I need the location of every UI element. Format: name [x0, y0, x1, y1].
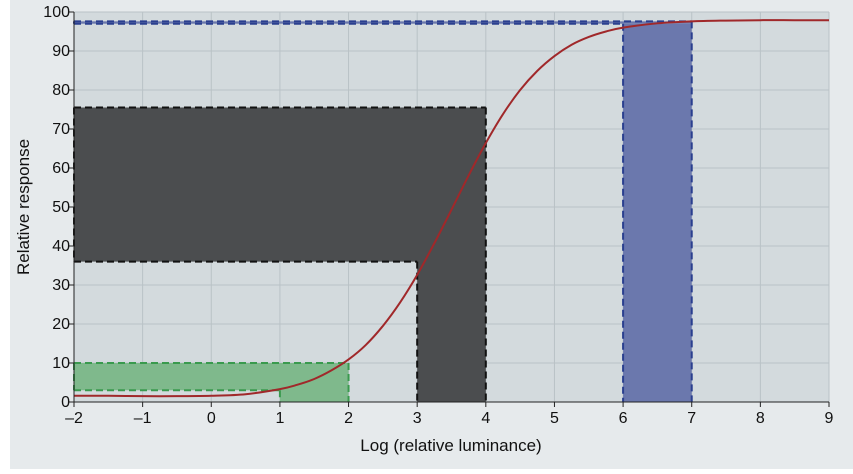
y-tick-label: 60: [52, 160, 70, 177]
series-line-0: [73, 19, 829, 398]
x-tick-label: –1: [134, 410, 152, 427]
y-tick-label: 10: [52, 355, 70, 372]
y-tick-label: 20: [52, 316, 70, 333]
x-tick-label: 6: [619, 410, 628, 427]
response-curve-layer: [73, 19, 829, 398]
x-tick-label: 5: [550, 410, 559, 427]
y-axis-title: Relative response: [14, 139, 33, 275]
y-tick-label: 80: [52, 82, 70, 99]
y-tick-label: 100: [43, 4, 70, 21]
y-tick-label: 90: [52, 43, 70, 60]
x-tick-label: 1: [275, 410, 284, 427]
region-blue-horizontal-band: [74, 21, 692, 24]
region-green: [73, 362, 350, 402]
x-tick-label: 9: [825, 410, 834, 427]
x-tick-label: 8: [756, 410, 765, 427]
x-tick-label: –2: [65, 410, 83, 427]
x-tick-label: 7: [687, 410, 696, 427]
y-tick-label: 30: [52, 277, 70, 294]
x-tick-label: 4: [481, 410, 490, 427]
y-ticks: 0 10 20 30 40 50 60 70 80 90 100: [43, 4, 74, 411]
y-tick-label: 0: [61, 394, 70, 411]
region-blue: [73, 20, 693, 402]
y-tick-label: 70: [52, 121, 70, 138]
x-tick-label: 2: [344, 410, 353, 427]
x-ticks: –2 –1 0 1 2 3 4 5 6 7 8 9: [65, 402, 834, 427]
y-tick-label: 40: [52, 238, 70, 255]
x-tick-label: 3: [413, 410, 422, 427]
region-dark-fill: [74, 107, 486, 403]
region-blue-vertical-band: [623, 23, 692, 402]
x-tick-label: 0: [207, 410, 216, 427]
x-axis-title: Log (relative luminance): [360, 436, 541, 455]
y-tick-label: 50: [52, 199, 70, 216]
